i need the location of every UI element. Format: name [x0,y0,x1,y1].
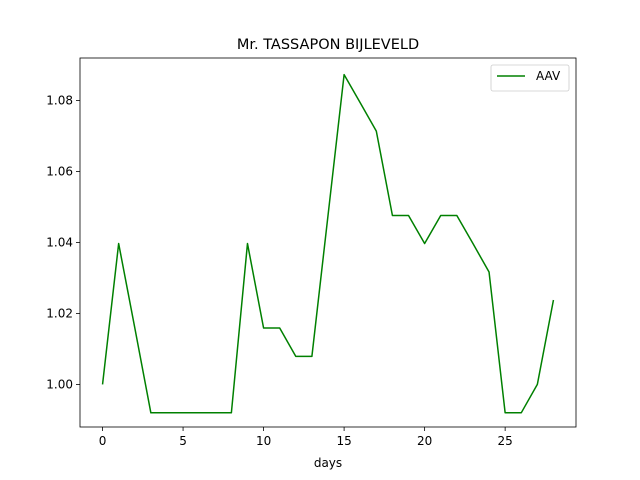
x-tick-label: 25 [498,434,513,448]
y-tick-label: 1.02 [46,306,73,320]
plot-lines [101,73,555,414]
series-line-aav [101,73,555,414]
plot-frame [79,57,577,428]
y-tick-label: 1.08 [46,94,73,108]
y-tick-label: 1.06 [46,165,73,179]
chart-title: Mr. TASSAPON BIJLEVELD [237,37,419,53]
y-axis-ticks: 1.00 1.02 1.04 1.06 1.08 [46,94,80,391]
x-tick-label: 5 [179,434,187,448]
legend-label-aav: AAV [536,69,561,83]
x-tick-label: 0 [99,434,107,448]
x-tick-label: 20 [417,434,432,448]
legend: AAV [490,64,570,92]
y-tick-label: 1.00 [46,377,73,391]
x-axis-ticks: 0 5 10 15 20 25 [99,427,513,448]
x-axis-label: days [314,456,342,470]
x-tick-label: 15 [336,434,351,448]
y-tick-label: 1.04 [46,236,73,250]
legend-box [490,64,570,92]
x-tick-label: 10 [256,434,271,448]
